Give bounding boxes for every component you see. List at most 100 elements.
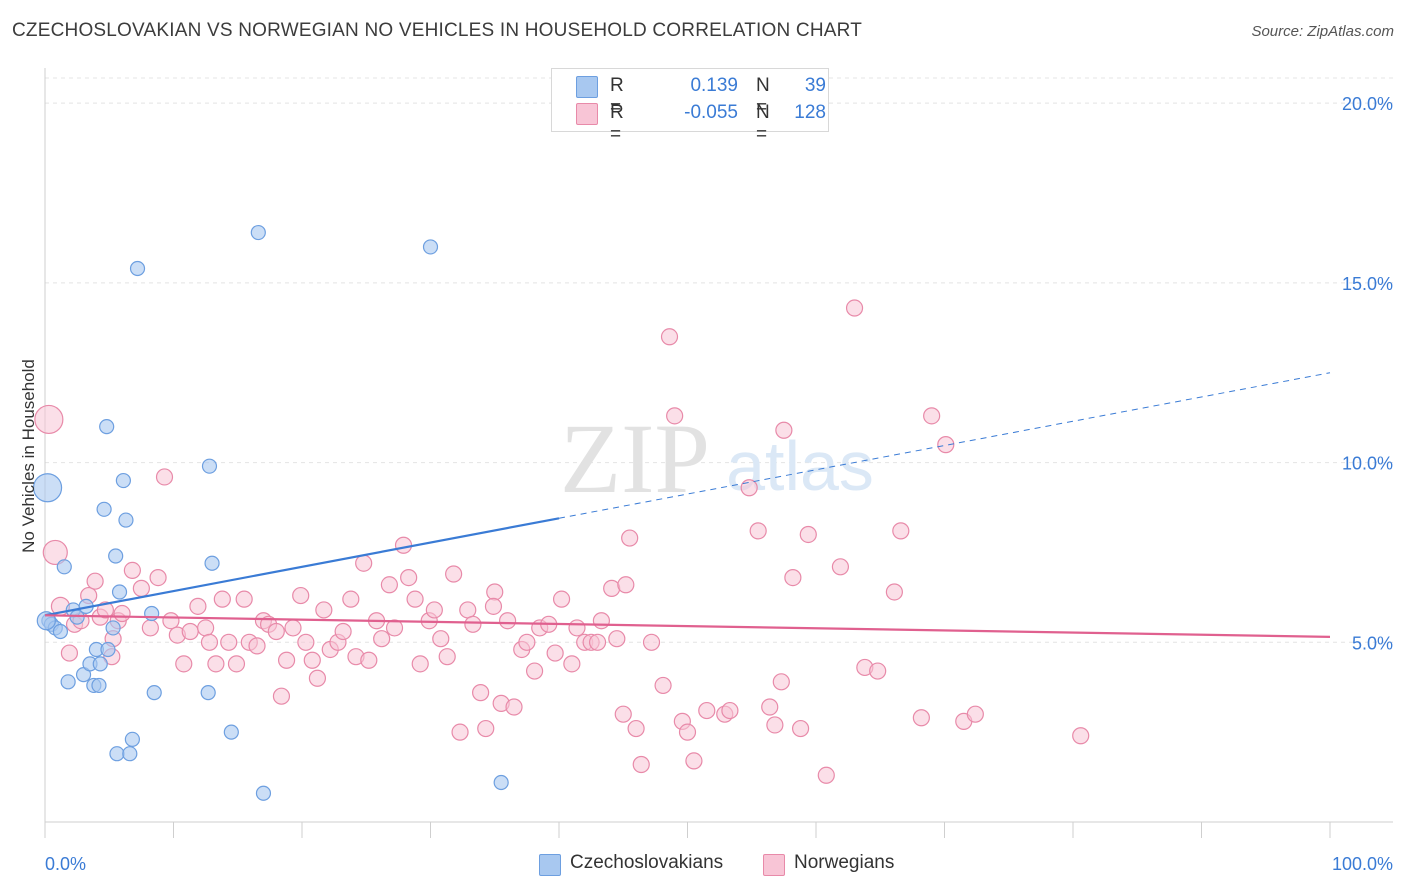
norwegian-point [617, 576, 635, 594]
czechoslovakian-point [32, 473, 63, 503]
norwegian-point [666, 407, 684, 425]
legend-n-value: 128 [794, 102, 826, 123]
czechoslovakian-point [422, 239, 439, 255]
source-label: Source: ZipAtlas.com [1251, 23, 1394, 40]
czechoslovakian-point [108, 548, 124, 564]
norwegian-point [445, 565, 463, 583]
legend-r-label: R = [610, 102, 624, 145]
legend-n-value: 39 [804, 75, 826, 96]
norwegian-point [660, 328, 679, 346]
page-title: CZECHOSLOVAKIAN VS NORWEGIAN NO VEHICLES… [12, 20, 862, 41]
legend-r-value: -0.055 [684, 102, 738, 123]
norwegian-point [845, 299, 864, 317]
norwegian-point [632, 755, 650, 774]
norwegian-point [627, 719, 645, 738]
norwegian-point [272, 687, 291, 705]
czechoslovakian-point [118, 512, 134, 528]
norwegian-point [235, 590, 253, 608]
norwegian-point [406, 590, 424, 608]
x-tick-label: 100.0% [1332, 854, 1393, 874]
norwegians-points [34, 299, 1090, 784]
norwegian-point [766, 716, 784, 734]
norwegian-point [563, 655, 581, 673]
norwegian-point [248, 637, 266, 655]
y-axis-label: No Vehicles in Household [19, 359, 38, 553]
norwegian-point [892, 522, 910, 540]
czechoslovakian-point [250, 224, 266, 241]
czechoslovakian-point [99, 419, 115, 435]
norwegian-point [642, 633, 661, 651]
norwegian-point [937, 436, 955, 454]
norwegian-point [162, 612, 180, 630]
norwegian-point [42, 539, 68, 566]
norwegian-point [459, 601, 477, 619]
norwegian-point [685, 752, 703, 770]
norwegian-point [885, 583, 903, 601]
x-tick-label: 0.0% [45, 854, 86, 874]
czechoslovakian-point [146, 685, 162, 701]
norwegian-point [484, 597, 503, 615]
norwegian-point [831, 558, 850, 576]
czechoslovakian-point [255, 785, 272, 801]
norwegian-point [608, 630, 626, 648]
norwegian-point [284, 619, 302, 637]
norwegian-point [267, 622, 285, 641]
norwegian-point [86, 572, 104, 590]
norwegian-point [486, 583, 504, 601]
norwegian-point [654, 676, 672, 695]
czechoslovakian-point [91, 677, 107, 694]
norwegian-point [477, 719, 495, 738]
norwegian-point [499, 612, 517, 630]
norwegian-point [784, 568, 802, 587]
norwegian-point [425, 601, 443, 619]
y-tick-label: 5.0% [1352, 633, 1393, 653]
norwegian-point [227, 655, 246, 673]
norwegian-point [464, 615, 482, 633]
czechoslovakians-points [32, 224, 509, 801]
czechoslovakian-point [100, 641, 116, 658]
norwegian-point [113, 604, 131, 623]
norwegian-point [678, 723, 697, 741]
norwegian-point [749, 522, 767, 540]
norwegian-point [220, 633, 238, 651]
norwegian-point [213, 590, 231, 608]
norwegian-point [698, 701, 716, 720]
norwegian-point [966, 705, 984, 723]
norwegian-point [292, 586, 310, 605]
norwegian-point [592, 612, 611, 630]
norwegian-point [200, 633, 219, 651]
norwegian-point [277, 651, 296, 669]
czechoslovakian-point [52, 623, 69, 640]
czechoslovakian-point [111, 584, 128, 600]
y-tick-label: 10.0% [1342, 454, 1393, 474]
norwegian-point [342, 590, 360, 608]
watermark: ZIP atlas [560, 403, 874, 514]
czechoslovakian-point [60, 674, 76, 690]
norwegian-point [308, 669, 327, 687]
norwegian-point [1072, 727, 1090, 745]
czechoslovakian-point [122, 746, 138, 762]
norwegian-point [207, 655, 225, 673]
bottom-legend-swatch-norw [763, 854, 785, 876]
norwegian-point [411, 655, 429, 673]
stats-legend: R = 0.139 N = 39 R = -0.055 N = 128 [551, 68, 829, 145]
czechoslovakian-point [115, 472, 131, 489]
czech-trend-line [44, 517, 560, 617]
czechoslovakian-point [200, 685, 216, 701]
norwegian-point [355, 554, 373, 572]
norwegian-point [740, 479, 758, 497]
czechoslovakian-point [493, 774, 509, 791]
legend-r-value: 0.139 [690, 75, 738, 96]
norwegian-point [385, 619, 404, 637]
czechoslovakian-point [56, 559, 72, 575]
norwegian-point [451, 723, 469, 741]
norwegian-point [525, 662, 544, 680]
norwegian-point [438, 648, 456, 666]
czechoslovakian-point [204, 555, 220, 571]
legend-n-label: N = [756, 102, 770, 145]
norwegian-point [132, 579, 150, 597]
norwegian-point [912, 709, 930, 727]
norwegian-point [923, 407, 941, 425]
norwegian-point [588, 633, 607, 651]
